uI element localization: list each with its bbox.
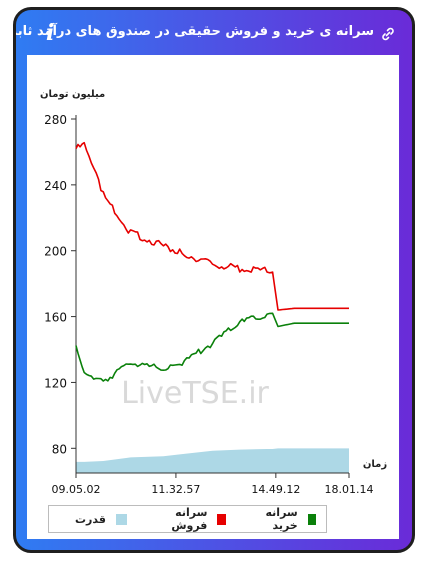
y-tick-label: 280 [44,113,67,127]
y-tick-label: 80 [52,442,67,456]
series-line-buy [75,312,349,382]
y-axis-label: میلیون تومان [40,89,105,100]
chart-panel: میلیون تومان LiveTSE.ir 80 120 160 200 240 280 0… [27,55,399,539]
watermark: LiveTSE.ir [121,376,269,411]
x-axis-label: زمان [363,459,387,470]
legend-swatch-power [115,513,127,525]
y-tick-label: 120 [44,376,67,390]
series-area-power [76,448,349,473]
chart: میلیون تومان LiveTSE.ir 80 120 160 200 240 280 0… [40,89,387,496]
y-tick-label: 240 [44,179,67,193]
link-icon[interactable] [380,26,396,42]
legend-label-power: قدرت [75,512,106,526]
x-tick-label: 09.05.02 [52,483,101,496]
legend-label-sell: سرانه فروش [171,506,208,532]
legend-item-buy[interactable]: سرانه خرید [252,506,316,532]
x-tick-label: 18.01.14 [325,483,374,496]
y-tick-label: 160 [44,311,67,325]
info-icon[interactable]: i [46,20,55,46]
legend-label-buy: سرانه خرید [265,506,298,532]
series-line-sell [75,141,349,311]
legend-swatch-buy [307,513,316,525]
y-tick-label: 200 [44,245,67,259]
legend-item-power[interactable]: قدرت [75,513,127,526]
legend-swatch-sell [217,513,226,525]
title-bar: سرانه ی خرید و فروش حقیقی در صندوق های د… [16,10,412,58]
chart-title: سرانه ی خرید و فروش حقیقی در صندوق های د… [13,24,374,39]
legend-item-sell[interactable]: سرانه فروش [153,506,226,532]
x-tick-label: 11.32.57 [151,483,200,496]
legend: سرانه خرید سرانه فروش قدرت [48,505,327,533]
x-tick-label: 14.49.12 [251,483,300,496]
